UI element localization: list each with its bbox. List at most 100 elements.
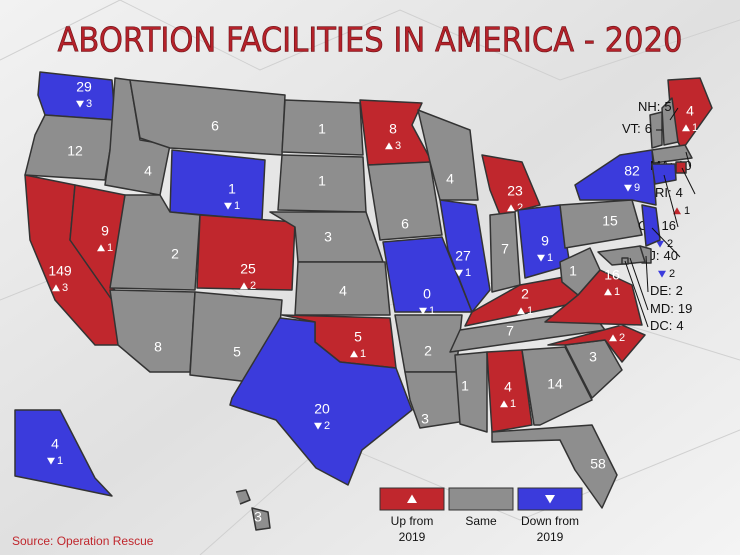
state-count: 58 [590,456,606,472]
state-count: 6 [645,121,652,136]
trend-arrow [545,495,555,504]
leader-line [624,260,649,328]
state-change: 1 [234,200,240,212]
state [229,317,413,486]
state-label: MD: 19 [650,301,692,316]
trend-arrow [224,202,232,210]
state-count: 5 [233,344,241,360]
state-change: 1 [465,267,471,279]
state-change: 1 [527,305,533,317]
state-count: 4 [676,185,683,200]
trend-arrow [419,307,427,315]
state [404,371,473,429]
state-change: 2 [517,202,523,214]
state-count: 5 [664,99,671,114]
state-count: 4 [339,283,347,299]
state [544,269,643,326]
state-count: 7 [506,323,514,339]
state [417,109,479,201]
state [574,149,657,206]
state [14,409,113,497]
state-change: 2 [619,332,625,344]
trend-arrow [624,184,632,192]
trend-arrow [658,270,666,278]
state-change: 1 [360,348,366,360]
state [491,424,618,509]
state-count: 4 [51,436,59,452]
legend-label: Same [465,514,497,528]
trend-arrow [385,142,393,150]
state-count: 1 [318,121,326,137]
state-count: 3 [324,229,332,245]
state-change: 2 [250,280,256,292]
trend-arrow [455,269,463,277]
trend-arrow [507,204,515,212]
state-count: 2 [521,286,529,302]
legend-label: 2019 [399,530,426,544]
state-count: 1 [569,263,577,279]
state-count: 9 [541,233,549,249]
state-count: 6 [211,118,219,134]
state-change: 1 [107,242,113,254]
state [641,204,661,247]
state-label: VT: 6 [622,121,652,136]
title: ABORTION FACILITIES IN AMERICA - 2020 [58,21,683,61]
state-count: 1 [318,173,326,189]
state-count: 1 [228,181,236,197]
state-count: 3 [254,509,262,525]
state-count: 4 [676,318,683,333]
state-count: 6 [401,216,409,232]
state-count: 3 [421,411,429,427]
state-change: 2 [324,420,330,432]
trend-arrow [240,282,248,290]
trend-arrow [314,422,322,430]
trend-arrow [97,244,105,252]
state-change: 1 [510,398,516,410]
state-count: 7 [501,241,509,257]
state-label: NH: 5 [638,99,672,114]
state [486,349,533,433]
us-map: 2931214939146112825251134512028360123427… [14,71,713,531]
trend-arrow [682,124,690,132]
trend-arrow [604,288,612,296]
state-count: 1 [461,378,469,394]
state-count: 2 [424,343,432,359]
state [454,351,488,433]
state [281,99,364,156]
trend-arrow [609,334,617,342]
state-change: 3 [62,282,68,294]
trend-arrow [407,494,417,503]
leader-line [681,167,696,195]
state-label: DC: 4 [650,318,684,333]
state-change: 1 [547,252,553,264]
state-name: VT: [622,121,641,136]
state-change: 3 [86,98,92,110]
state-count: 15 [602,213,618,229]
state [294,261,391,316]
state-label: DE: 2 [650,283,683,298]
state [129,79,286,156]
state-count: 19 [678,301,692,316]
state-count: 4 [686,103,694,119]
state-change: 2 [669,268,675,280]
trend-arrow [500,400,508,408]
state-count: 25 [240,261,256,277]
leader-line [651,227,681,258]
state-count: 23 [507,183,523,199]
state-count: 3 [589,349,597,365]
state-count: 82 [624,163,640,179]
state [196,214,296,291]
trend-arrow [47,457,55,465]
state-count: 27 [455,248,471,264]
leader-line [685,151,691,168]
leader-line [669,107,679,121]
state-change: 2 [667,238,673,250]
state-change: 1 [692,122,698,134]
state [24,114,116,181]
legend-label: 2019 [537,530,564,544]
state [559,199,643,249]
state [651,144,693,164]
state [597,245,646,266]
legend-label: Up from [391,514,434,528]
